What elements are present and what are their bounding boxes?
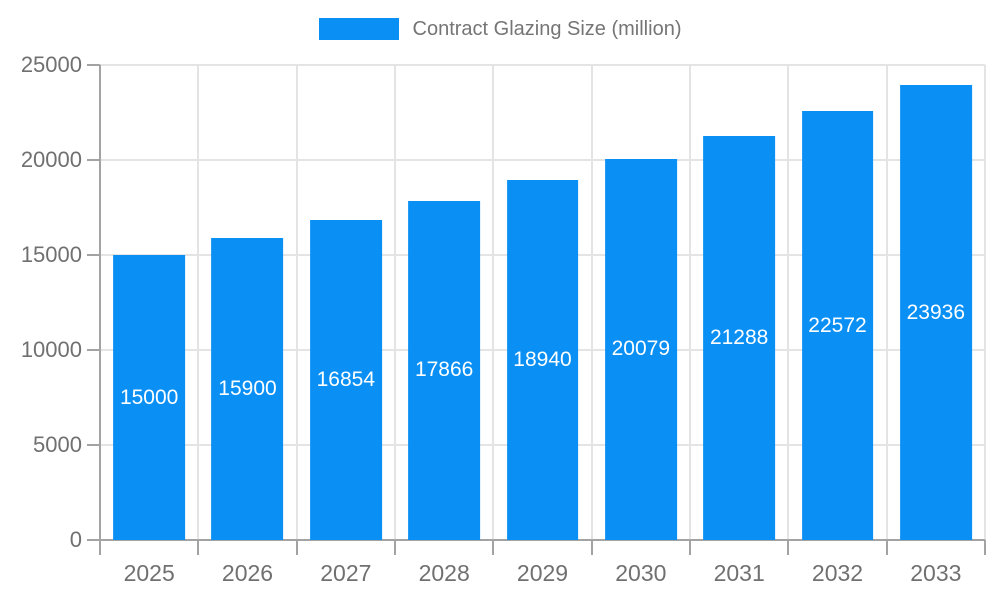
bar-value-label: 23936 xyxy=(906,300,966,324)
y-axis-tick-label: 25000 xyxy=(20,52,82,77)
bar: 16854 xyxy=(309,219,382,540)
legend-swatch xyxy=(318,18,399,40)
bar-value-label: 18940 xyxy=(513,348,572,372)
gridline-vertical xyxy=(885,65,888,540)
bar: 21288 xyxy=(703,135,776,540)
bar: 15000 xyxy=(113,255,186,540)
x-axis-tick-label: 2028 xyxy=(418,560,470,586)
y-axis-tick xyxy=(87,444,100,446)
gridline-vertical xyxy=(393,65,396,540)
y-axis-tick-label: 0 xyxy=(69,527,82,552)
x-axis-tick xyxy=(590,540,593,555)
x-axis-tick xyxy=(787,540,790,555)
x-axis-tick-label: 2033 xyxy=(910,560,962,586)
y-axis-tick xyxy=(87,349,100,351)
y-axis-tick-label: 5000 xyxy=(33,432,82,457)
bar: 15900 xyxy=(211,237,284,540)
x-axis-tick-label: 2031 xyxy=(713,560,765,586)
gridline-vertical xyxy=(295,65,298,540)
y-axis-tick-label: 10000 xyxy=(20,337,82,362)
bar-value-label: 16854 xyxy=(316,367,376,391)
y-axis-tick xyxy=(87,159,100,161)
x-axis-line xyxy=(88,539,985,541)
bar-value-label: 22572 xyxy=(808,313,867,337)
gridline-horizontal xyxy=(100,64,985,66)
y-axis-tick-label: 20000 xyxy=(20,147,82,172)
y-axis-tick-label: 15000 xyxy=(20,242,82,267)
x-axis-tick xyxy=(492,540,495,555)
gridline-vertical xyxy=(688,65,691,540)
x-axis-tick xyxy=(393,540,396,555)
x-axis-tick-label: 2026 xyxy=(221,560,274,586)
gridline-vertical xyxy=(787,65,790,540)
gridline-vertical xyxy=(197,65,200,540)
x-axis-tick xyxy=(984,540,986,555)
gridline-vertical xyxy=(492,65,495,540)
bar: 17866 xyxy=(408,200,481,540)
x-axis-labels: 2025 2026 2027 2028 2029 2030 2031 2032 2033 xyxy=(100,552,985,592)
bar-value-label: 15900 xyxy=(218,376,277,400)
plot-area: 15000 15900 16854 17866 18940 20079 21288 22572… xyxy=(87,64,986,555)
y-axis-labels: 0 5000 10000 15000 20000 25000 xyxy=(0,52,100,552)
bar-value-label: 17866 xyxy=(414,358,474,382)
gridline-horizontal xyxy=(100,159,985,161)
legend-label: Contract Glazing Size (million) xyxy=(412,18,682,40)
bar-value-label: 15000 xyxy=(119,385,179,409)
bar-value-label: 21288 xyxy=(709,325,769,349)
x-axis-tick-label: 2027 xyxy=(320,560,372,586)
bar: 18940 xyxy=(506,180,579,540)
chart-legend[interactable]: Contract Glazing Size (million) xyxy=(0,16,1000,42)
x-axis-tick-label: 2032 xyxy=(811,560,864,586)
x-axis-tick xyxy=(197,540,200,555)
bar: 23936 xyxy=(899,85,972,540)
y-axis-tick xyxy=(87,64,100,66)
x-axis-tick-label: 2030 xyxy=(615,560,667,586)
x-axis-tick xyxy=(885,540,888,555)
bar: 20079 xyxy=(604,158,677,540)
x-axis-tick-label: 2029 xyxy=(516,560,569,586)
gridline-vertical xyxy=(984,65,986,540)
y-axis-line xyxy=(99,65,101,554)
gridline-vertical xyxy=(590,65,593,540)
x-axis-tick xyxy=(688,540,691,555)
bar: 22572 xyxy=(801,111,874,540)
x-axis-tick-label: 2025 xyxy=(123,560,175,586)
y-axis-tick xyxy=(87,254,100,256)
x-axis-tick xyxy=(295,540,298,555)
bar-value-label: 20079 xyxy=(611,337,671,361)
